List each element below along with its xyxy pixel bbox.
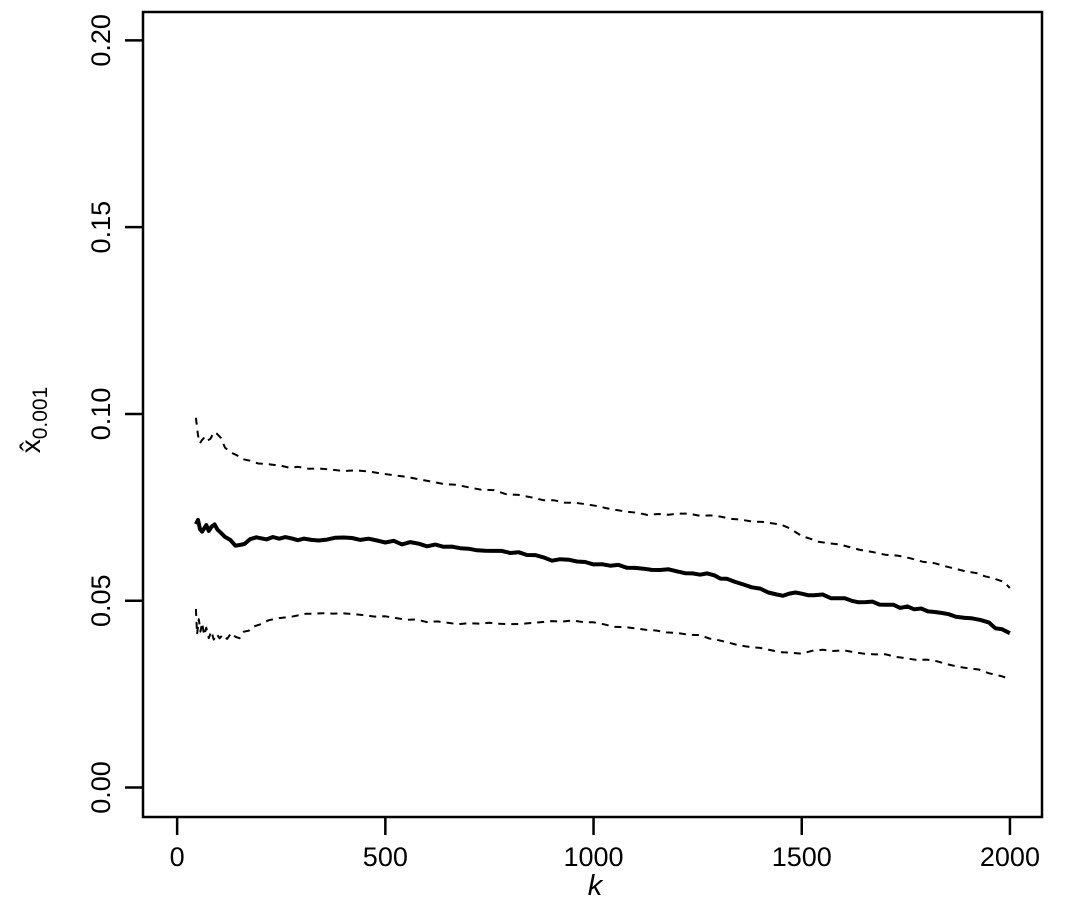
- x-axis-tick-label: 1500: [772, 842, 832, 872]
- x-axis-tick-label: 500: [363, 842, 408, 872]
- series-line-quantile-estimate: [194, 517, 1011, 635]
- y-axis-tick-label: 0.15: [86, 201, 116, 254]
- plot-border: [141, 10, 1044, 819]
- series-line-lower-confidence-band: [194, 608, 1011, 681]
- y-axis-tick-label: 0.00: [86, 761, 116, 814]
- x-axis-tick-label: 0: [170, 842, 185, 872]
- x-axis-label: k: [588, 870, 604, 902]
- y-axis-tick-label: 0.05: [86, 574, 116, 627]
- y-axis-tick-label: 0.10: [86, 388, 116, 441]
- plot-layer: 0 500 1000 1500 2000 0.00 0.05 0.10 0.15 0.20: [86, 10, 1044, 872]
- y-axis-label-subscript: 0.001: [29, 387, 52, 440]
- y-axis-label-base: x̂: [15, 439, 46, 453]
- x-axis-tick-label: 2000: [980, 842, 1040, 872]
- y-axis-label: x̂0.001: [15, 387, 52, 454]
- series-line-upper-confidence-band: [194, 417, 1011, 589]
- y-axis-tick-label: 0.20: [86, 14, 116, 67]
- x-axis-tick-label: 1000: [564, 842, 624, 872]
